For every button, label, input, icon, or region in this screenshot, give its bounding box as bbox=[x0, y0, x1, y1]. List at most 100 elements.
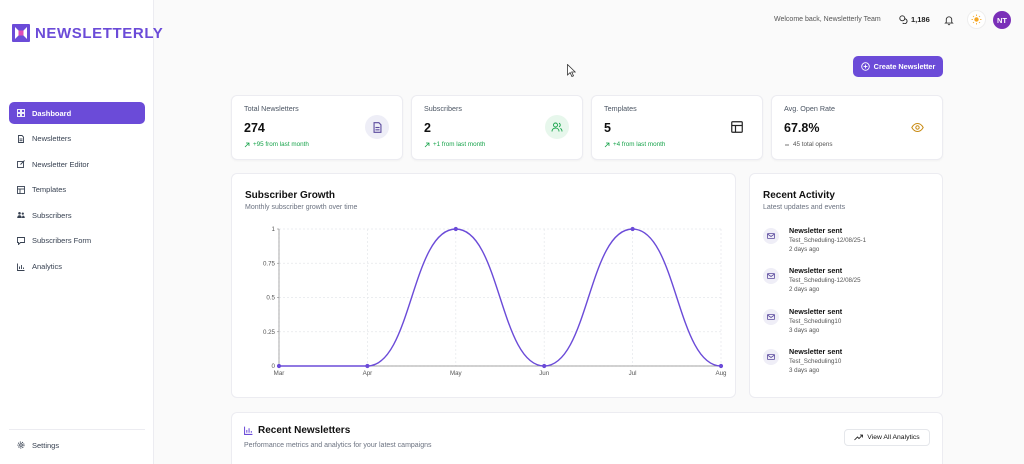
activity-detail: Test_Scheduling10 bbox=[789, 318, 842, 325]
stat-card-templates: Templates 5 +4 from last month bbox=[591, 95, 763, 160]
trend-up-icon bbox=[244, 142, 250, 147]
dash-icon bbox=[785, 144, 789, 145]
stat-card-subscribers: Subscribers 2 +1 from last month bbox=[411, 95, 583, 160]
sidebar-item-dashboard[interactable]: Dashboard bbox=[9, 102, 145, 124]
view-all-analytics-button[interactable]: View All Analytics bbox=[844, 429, 930, 446]
mail-icon bbox=[767, 354, 775, 360]
trend-up-icon bbox=[424, 142, 430, 147]
theme-toggle-button[interactable] bbox=[967, 10, 986, 29]
view-all-analytics-label: View All Analytics bbox=[867, 434, 920, 441]
sidebar: NEWSLETTERLY Dashboard Newsletters Newsl… bbox=[0, 0, 163, 464]
mail-icon bbox=[767, 314, 775, 320]
stat-trend: +1 from last month bbox=[424, 141, 485, 148]
y-tick-label: 0 bbox=[272, 363, 276, 370]
activity-time: 3 days ago bbox=[789, 327, 820, 334]
form-icon bbox=[17, 237, 25, 245]
panel-subtitle: Monthly subscriber growth over time bbox=[245, 204, 358, 211]
sidebar-item-label: Subscribers Form bbox=[32, 236, 92, 246]
sidebar-item-label: Analytics bbox=[32, 262, 63, 272]
sidebar-item-label: Newsletter Editor bbox=[32, 159, 90, 169]
sidebar-item-newsletters[interactable]: Newsletters bbox=[9, 128, 145, 150]
activity-time: 2 days ago bbox=[789, 246, 820, 253]
data-point bbox=[542, 363, 547, 369]
template-icon bbox=[17, 185, 25, 194]
create-newsletter-label: Create Newsletter bbox=[873, 62, 936, 71]
sun-icon bbox=[971, 14, 982, 25]
sidebar-item-label: Dashboard bbox=[32, 108, 72, 118]
data-point bbox=[276, 363, 282, 369]
stat-icon-wrap bbox=[905, 115, 929, 139]
subscriber-growth-panel: Subscriber Growth Monthly subscriber gro… bbox=[231, 173, 736, 398]
avatar[interactable]: NT bbox=[993, 11, 1011, 29]
activity-detail: Test_Scheduling-12/08/25-1 bbox=[789, 237, 867, 244]
x-tick-label: May bbox=[450, 370, 463, 377]
sidebar-divider bbox=[9, 429, 145, 430]
users-icon bbox=[551, 122, 563, 132]
data-point bbox=[630, 226, 635, 232]
series-line bbox=[278, 228, 722, 367]
sidebar-item-analytics[interactable]: Analytics bbox=[9, 256, 145, 278]
sidebar-item-label: Subscribers bbox=[32, 210, 72, 220]
stat-trend: +95 from last month bbox=[244, 141, 309, 148]
y-tick-label: 0.5 bbox=[266, 295, 275, 302]
activity-time: 2 days ago bbox=[789, 286, 820, 293]
gear-icon bbox=[17, 441, 25, 449]
welcome-text: Welcome back, Newsletterly Team bbox=[774, 16, 881, 23]
stat-trend-text: +4 from last month bbox=[613, 141, 666, 148]
trend-up-icon bbox=[604, 142, 610, 147]
users-icon bbox=[17, 212, 25, 219]
activity-detail: Test_Scheduling-12/08/25 bbox=[789, 277, 861, 284]
sidebar-item-newsletter-editor[interactable]: Newsletter Editor bbox=[9, 153, 145, 175]
x-tick-label: Jun bbox=[539, 370, 550, 377]
stat-label: Subscribers bbox=[424, 104, 462, 113]
activity-title: Newsletter sent bbox=[789, 307, 843, 316]
activity-time: 3 days ago bbox=[789, 367, 820, 374]
bell-icon[interactable] bbox=[943, 14, 955, 26]
mouse-cursor-icon bbox=[567, 64, 576, 77]
data-point bbox=[718, 363, 724, 369]
activity-title: Newsletter sent bbox=[789, 226, 843, 235]
sidebar-item-subscribers-form[interactable]: Subscribers Form bbox=[9, 230, 145, 252]
stat-trend: +4 from last month bbox=[604, 141, 665, 148]
stat-value: 274 bbox=[244, 121, 265, 135]
sidebar-nav: Dashboard Newsletters Newsletter Editor … bbox=[9, 102, 145, 281]
sidebar-item-settings[interactable]: Settings bbox=[9, 434, 145, 456]
chart-y-ticks: 0 0.25 0.5 0.75 1 bbox=[263, 226, 276, 370]
stat-label: Templates bbox=[604, 104, 637, 113]
chart-x-ticks: Mar Apr May Jun Jul Aug bbox=[274, 370, 727, 377]
activity-detail: Test_Scheduling10 bbox=[789, 358, 842, 365]
bar-chart-icon bbox=[244, 426, 253, 435]
stat-value: 67.8% bbox=[784, 121, 820, 135]
credits-value: 1,186 bbox=[911, 15, 930, 24]
stat-icon-wrap bbox=[545, 115, 569, 139]
app-name: NEWSLETTERLY bbox=[35, 24, 164, 42]
app-logo[interactable]: NEWSLETTERLY bbox=[12, 24, 163, 42]
stat-card-avg-open-rate: Avg. Open Rate 67.8% 45 total opens bbox=[771, 95, 943, 160]
credits-counter[interactable]: 1,186 bbox=[899, 15, 930, 24]
top-bar: Welcome back, Newsletterly Team 1,186 NT bbox=[154, 0, 1024, 40]
data-point bbox=[453, 226, 458, 232]
activity-icon-wrap bbox=[763, 268, 779, 284]
stat-trend: 45 total opens bbox=[784, 141, 833, 148]
y-tick-label: 0.25 bbox=[263, 329, 276, 336]
eye-icon bbox=[910, 122, 924, 132]
sidebar-item-label: Settings bbox=[32, 440, 60, 450]
coins-icon bbox=[899, 15, 908, 24]
document-icon bbox=[18, 134, 24, 143]
mail-icon bbox=[767, 273, 775, 279]
x-tick-label: Mar bbox=[274, 370, 285, 377]
x-tick-label: Aug bbox=[715, 370, 727, 377]
y-tick-label: 1 bbox=[272, 226, 276, 233]
activity-icon-wrap bbox=[763, 349, 779, 365]
plus-circle-icon bbox=[860, 62, 870, 71]
recent-newsletters-panel bbox=[231, 412, 943, 464]
trend-up-icon bbox=[854, 434, 864, 441]
recent-newsletters-title: Recent Newsletters bbox=[258, 425, 351, 436]
stat-trend-text: 45 total opens bbox=[793, 141, 833, 148]
mail-icon bbox=[767, 233, 775, 239]
subscriber-growth-chart: 0 0.25 0.5 0.75 1 Mar Apr May Jun Jul Aug bbox=[263, 226, 727, 377]
stat-icon-wrap bbox=[365, 115, 389, 139]
create-newsletter-button[interactable]: Create Newsletter bbox=[853, 56, 943, 77]
sidebar-item-subscribers[interactable]: Subscribers bbox=[9, 204, 145, 226]
sidebar-item-templates[interactable]: Templates bbox=[9, 179, 145, 201]
